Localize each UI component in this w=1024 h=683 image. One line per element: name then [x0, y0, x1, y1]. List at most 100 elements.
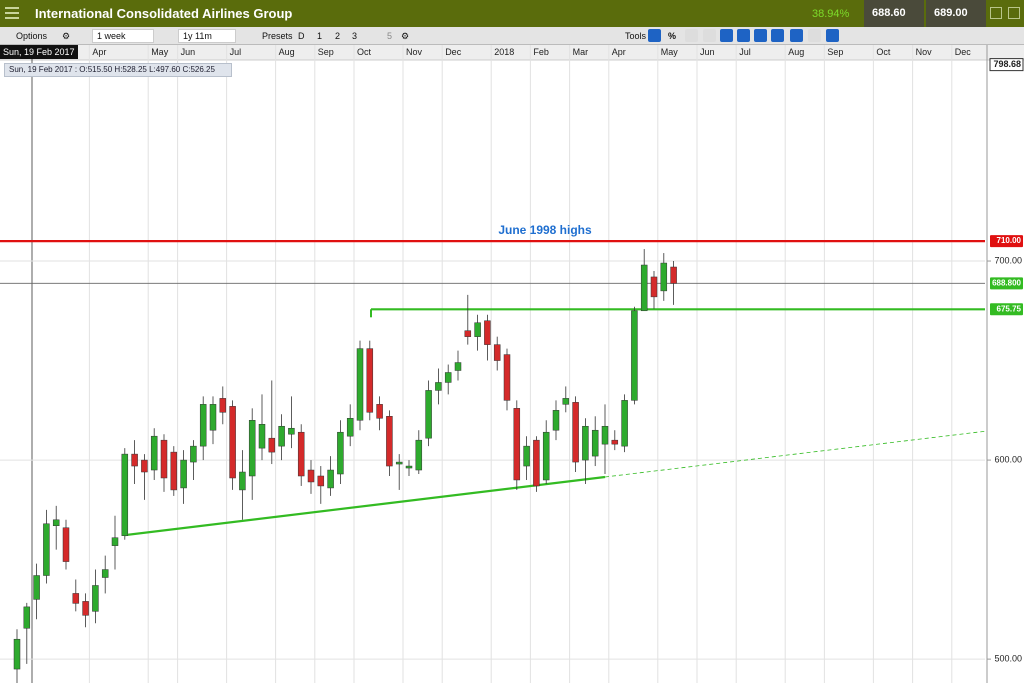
candle-body	[239, 471, 246, 491]
candle-body	[454, 362, 462, 371]
x-tick-label: Aug	[788, 47, 804, 57]
x-tick-label: May	[151, 47, 169, 57]
candle-body	[611, 439, 619, 445]
preset-button[interactable]: D	[298, 31, 305, 41]
candle-body	[23, 606, 31, 629]
candle-body	[43, 523, 50, 576]
candle-body	[660, 262, 668, 292]
x-tick-label: Jul	[739, 47, 751, 57]
candle-body	[474, 322, 481, 337]
price-tag-label: 710.00	[997, 236, 1022, 245]
candle-body	[327, 469, 334, 489]
x-tick-label: 2018	[494, 47, 514, 57]
candle-body	[62, 527, 70, 562]
preset-button[interactable]: 2	[335, 31, 341, 41]
interval-select[interactable]: 1 week	[92, 29, 154, 43]
candle-body	[297, 431, 305, 477]
x-tick-label: Nov	[916, 47, 933, 57]
tool-button[interactable]	[720, 29, 733, 42]
tool-button[interactable]	[737, 29, 750, 42]
x-tick-label: Dec	[445, 47, 462, 57]
candle-body	[219, 398, 227, 413]
candle-body	[111, 537, 119, 546]
candle-body	[523, 445, 530, 467]
expand-button[interactable]	[990, 7, 1002, 19]
candle-body	[513, 408, 521, 481]
candle-body	[435, 382, 442, 391]
candle-body	[190, 445, 197, 463]
bid-price[interactable]: 688.60	[864, 0, 924, 27]
y-tick-label: 500.00	[994, 653, 1022, 663]
candle-body	[248, 420, 256, 477]
settings-icon[interactable]: ⚙	[62, 31, 71, 41]
candle-body	[386, 416, 393, 467]
candle-body	[464, 330, 472, 337]
candle-body	[621, 400, 628, 447]
candle-body	[415, 439, 423, 471]
candle-body	[307, 469, 315, 483]
toolbar: Options ⚙ 1 week 1y 11m Presets D 1 2 3 …	[0, 27, 1024, 45]
candle-body	[82, 601, 89, 616]
tool-button[interactable]	[703, 29, 716, 42]
header: International Consolidated Airlines Grou…	[0, 0, 1024, 27]
trendline-extension	[604, 430, 988, 478]
candle-body	[288, 427, 295, 435]
candle-body	[493, 344, 501, 361]
candle-body	[425, 390, 432, 439]
instrument-title: International Consolidated Airlines Grou…	[35, 6, 293, 21]
x-tick-label: Jul	[230, 47, 242, 57]
x-tick-label: Dec	[955, 47, 972, 57]
candle-body	[484, 320, 491, 345]
tool-button[interactable]	[790, 29, 803, 42]
popout-button[interactable]	[1008, 7, 1020, 19]
tool-button[interactable]	[826, 29, 839, 42]
candle-body	[650, 276, 658, 298]
x-tick-label: May	[661, 47, 679, 57]
x-tick-label: Apr	[612, 47, 626, 57]
options-button[interactable]: Options	[16, 31, 48, 41]
price-tag	[990, 303, 1023, 316]
preset-button[interactable]: 1	[317, 31, 323, 41]
y-tick-label: 700.00	[994, 255, 1022, 265]
candle-body	[503, 354, 511, 401]
candle-body	[317, 475, 325, 487]
tool-button[interactable]	[685, 29, 698, 42]
tool-button[interactable]	[771, 29, 784, 42]
settings-icon[interactable]: ⚙	[401, 31, 410, 41]
y-tick-label: 600.00	[994, 454, 1022, 464]
candle-body	[52, 519, 60, 527]
candle-body	[131, 453, 138, 467]
candle-body	[366, 348, 374, 413]
x-axis-band	[0, 45, 1024, 60]
candle-body	[13, 638, 21, 670]
tool-button[interactable]	[648, 29, 661, 42]
tool-button[interactable]	[808, 29, 821, 42]
candle-body	[562, 398, 570, 405]
menu-button[interactable]	[5, 7, 19, 19]
price-tag	[989, 58, 1024, 72]
tool-button[interactable]	[754, 29, 767, 42]
candle-body	[631, 310, 638, 401]
x-tick-label: Sep	[827, 47, 843, 57]
candle-body	[33, 575, 40, 600]
candle-body	[229, 406, 236, 479]
x-tick-label: Jun	[700, 47, 715, 57]
candle-body	[376, 404, 383, 419]
tools-label: Tools	[625, 31, 647, 41]
presets-label: Presets	[262, 31, 293, 41]
ask-price[interactable]: 689.00	[926, 0, 986, 27]
x-tick-label: Feb	[533, 47, 549, 57]
cursor-date: Sun, 19 Feb 2017	[0, 45, 78, 59]
candle-body	[552, 410, 560, 431]
candle-body	[601, 425, 609, 445]
percent-button[interactable]: %	[668, 31, 677, 41]
preset-button[interactable]: 3	[352, 31, 358, 41]
price-tag-label: 675.75	[997, 304, 1022, 313]
x-tick-label: Aug	[279, 47, 295, 57]
candle-body	[444, 372, 452, 383]
range-select[interactable]: 1y 11m	[178, 29, 236, 43]
candle-body	[337, 431, 344, 475]
preset-button[interactable]: 5	[387, 31, 393, 41]
